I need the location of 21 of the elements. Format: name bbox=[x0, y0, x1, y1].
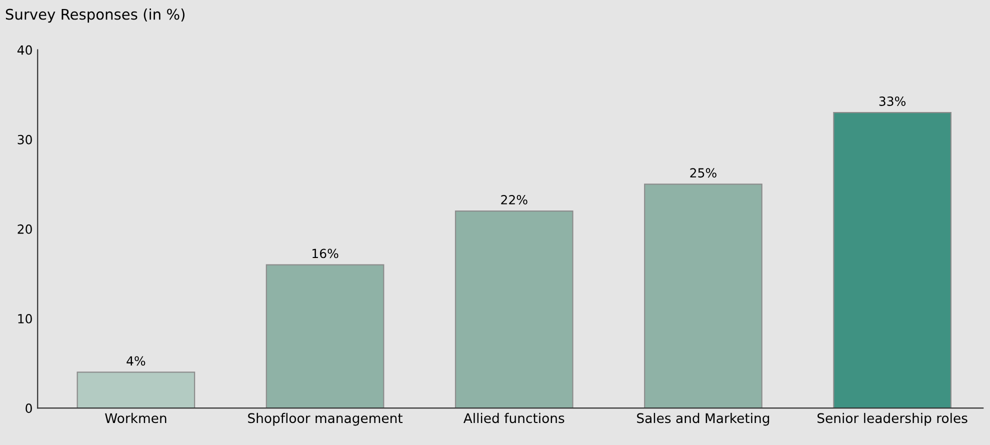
x-tick-label: Workmen bbox=[105, 412, 166, 424]
bar bbox=[644, 184, 762, 408]
y-tick-label: 10 bbox=[18, 314, 32, 324]
y-tick-label: 20 bbox=[18, 224, 32, 234]
x-tick-label: Shopfloor management bbox=[248, 412, 403, 426]
y-tick-label: 40 bbox=[17, 45, 32, 55]
data-label: 25% bbox=[690, 168, 716, 178]
y-tick-label: 0 bbox=[26, 404, 32, 413]
bar bbox=[454, 210, 574, 408]
data-label: 33% bbox=[879, 96, 906, 106]
data-label: 4% bbox=[126, 356, 146, 366]
bar bbox=[266, 264, 384, 408]
data-label: 22% bbox=[501, 195, 528, 204]
y-tick-label: 30 bbox=[18, 134, 32, 144]
x-tick-label: Senior leadership roles bbox=[818, 412, 968, 426]
chart-title: Survey Responses (in %) bbox=[6, 8, 184, 23]
bar bbox=[833, 112, 952, 408]
bar bbox=[76, 372, 196, 408]
data-label: 16% bbox=[312, 248, 338, 258]
x-tick-label: Sales and Marketing bbox=[637, 412, 770, 426]
x-tick-label: Allied functions bbox=[463, 412, 564, 424]
